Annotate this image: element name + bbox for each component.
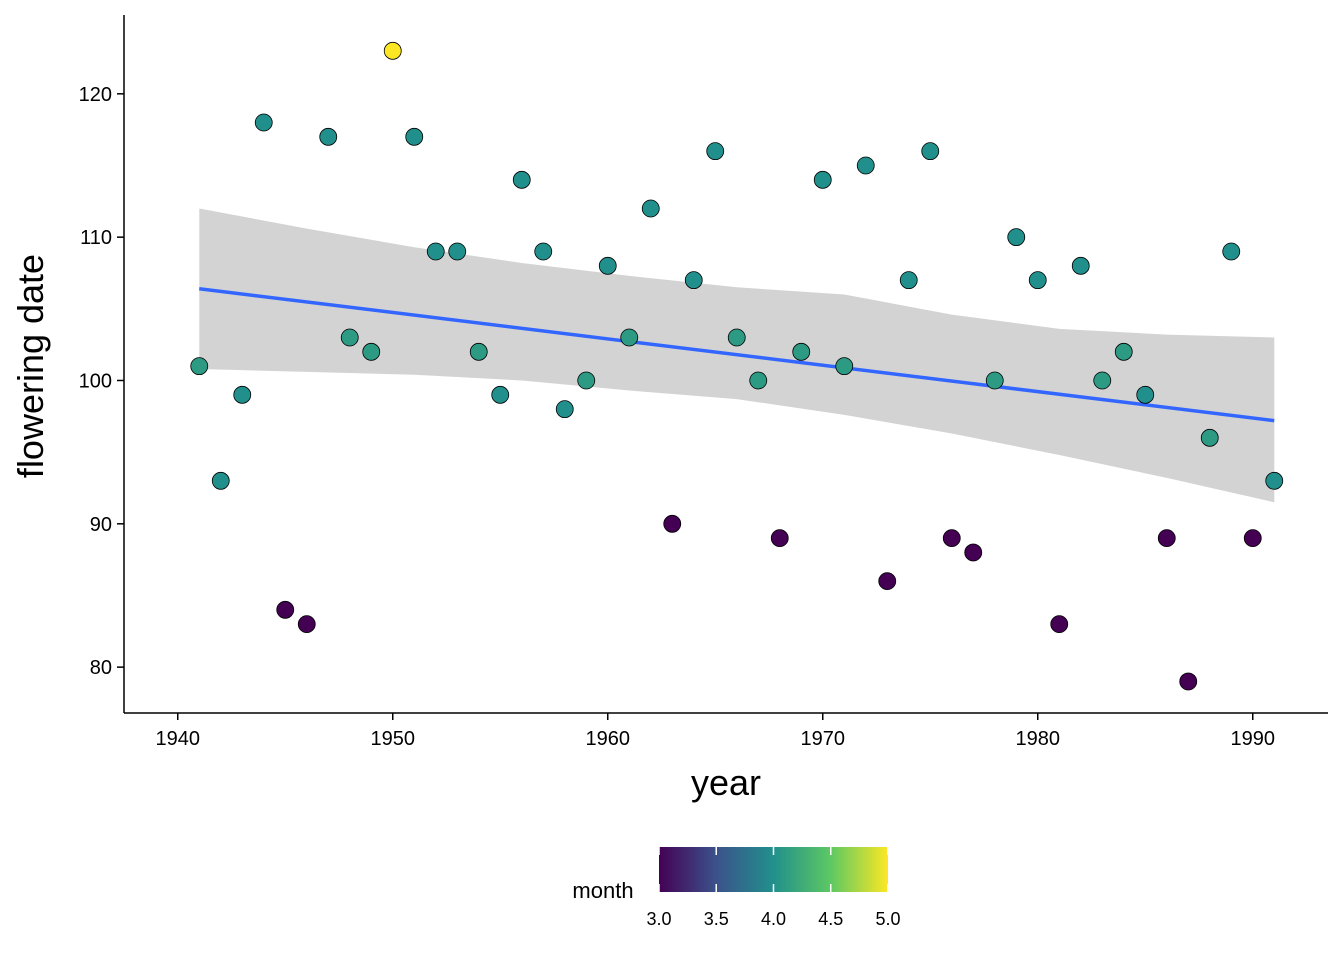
data-point bbox=[899, 271, 918, 290]
x-tick-label: 1990 bbox=[1231, 728, 1276, 750]
data-point bbox=[190, 357, 209, 376]
data-point bbox=[1114, 342, 1133, 361]
data-point bbox=[598, 256, 617, 275]
x-tick-label: 1950 bbox=[371, 728, 416, 750]
data-point bbox=[491, 385, 510, 404]
legend-tick-label: 5.0 bbox=[875, 909, 900, 929]
data-point bbox=[319, 127, 338, 146]
y-axis-title: flowering date bbox=[10, 254, 51, 478]
x-axis-title: year bbox=[691, 762, 761, 803]
data-point bbox=[340, 328, 359, 347]
data-point bbox=[964, 543, 983, 562]
data-point bbox=[1243, 529, 1262, 548]
trend-line bbox=[199, 287, 1275, 423]
data-point bbox=[921, 142, 940, 161]
data-point bbox=[211, 471, 230, 490]
data-point bbox=[254, 113, 273, 132]
data-point bbox=[233, 385, 252, 404]
data-point bbox=[985, 371, 1004, 390]
data-point bbox=[770, 529, 789, 548]
data-point bbox=[684, 271, 703, 290]
data-point bbox=[1136, 385, 1155, 404]
x-tick-label: 1980 bbox=[1016, 728, 1061, 750]
legend-tick-label: 3.0 bbox=[646, 909, 671, 929]
x-tick-label: 1960 bbox=[586, 728, 631, 750]
x-tick-label: 1970 bbox=[801, 728, 846, 750]
legend-title: month bbox=[572, 878, 633, 903]
y-tick-label: 100 bbox=[79, 370, 112, 392]
data-point bbox=[1179, 672, 1198, 691]
legend-tick-label: 4.0 bbox=[761, 909, 786, 929]
y-axis-ticks: 80 90 100 110 120 bbox=[79, 84, 124, 679]
data-point bbox=[1157, 529, 1176, 548]
data-point bbox=[577, 371, 596, 390]
data-point bbox=[706, 142, 725, 161]
data-point bbox=[297, 615, 316, 634]
data-point bbox=[1222, 242, 1241, 261]
data-point bbox=[878, 572, 897, 591]
data-point bbox=[1071, 256, 1090, 275]
data-point bbox=[663, 514, 682, 533]
data-point bbox=[641, 199, 660, 218]
x-tick-label: 1940 bbox=[156, 728, 201, 750]
data-point bbox=[555, 400, 574, 419]
y-tick-label: 90 bbox=[90, 514, 112, 536]
data-point bbox=[856, 156, 875, 175]
legend-tick-label: 4.5 bbox=[818, 909, 843, 929]
axes-layer: 1940 1950 1960 1970 1980 1990 80 90 100 110 120 bbox=[79, 15, 1328, 750]
data-point bbox=[1007, 228, 1026, 247]
data-point bbox=[276, 600, 295, 619]
trend-line-layer bbox=[199, 287, 1275, 423]
legend-tick-label: 3.5 bbox=[704, 909, 729, 929]
y-tick-label: 110 bbox=[80, 227, 112, 249]
data-point bbox=[727, 328, 746, 347]
data-point bbox=[534, 242, 553, 261]
data-point bbox=[1050, 615, 1069, 634]
data-point bbox=[1093, 371, 1112, 390]
data-point bbox=[835, 357, 854, 376]
data-points-layer bbox=[190, 41, 1284, 691]
data-point bbox=[749, 371, 768, 390]
data-point bbox=[1200, 428, 1219, 447]
color-legend: month 3.0 3.5 4.0 4.5 5.0 bbox=[572, 847, 901, 929]
data-point bbox=[942, 529, 961, 548]
y-tick-label: 80 bbox=[90, 657, 112, 679]
data-point bbox=[426, 242, 445, 261]
data-point bbox=[1265, 471, 1284, 490]
data-point bbox=[792, 342, 811, 361]
data-point bbox=[512, 170, 531, 189]
x-axis-ticks: 1940 1950 1960 1970 1980 1990 bbox=[156, 713, 1276, 750]
legend-ticks: 3.0 3.5 4.0 4.5 5.0 bbox=[646, 847, 901, 929]
data-point bbox=[620, 328, 639, 347]
data-point bbox=[448, 242, 467, 261]
data-point bbox=[405, 127, 424, 146]
data-point bbox=[362, 342, 381, 361]
y-tick-label: 120 bbox=[79, 84, 112, 106]
data-point bbox=[1028, 271, 1047, 290]
data-point bbox=[813, 170, 832, 189]
data-point bbox=[469, 342, 488, 361]
data-point bbox=[383, 41, 402, 60]
